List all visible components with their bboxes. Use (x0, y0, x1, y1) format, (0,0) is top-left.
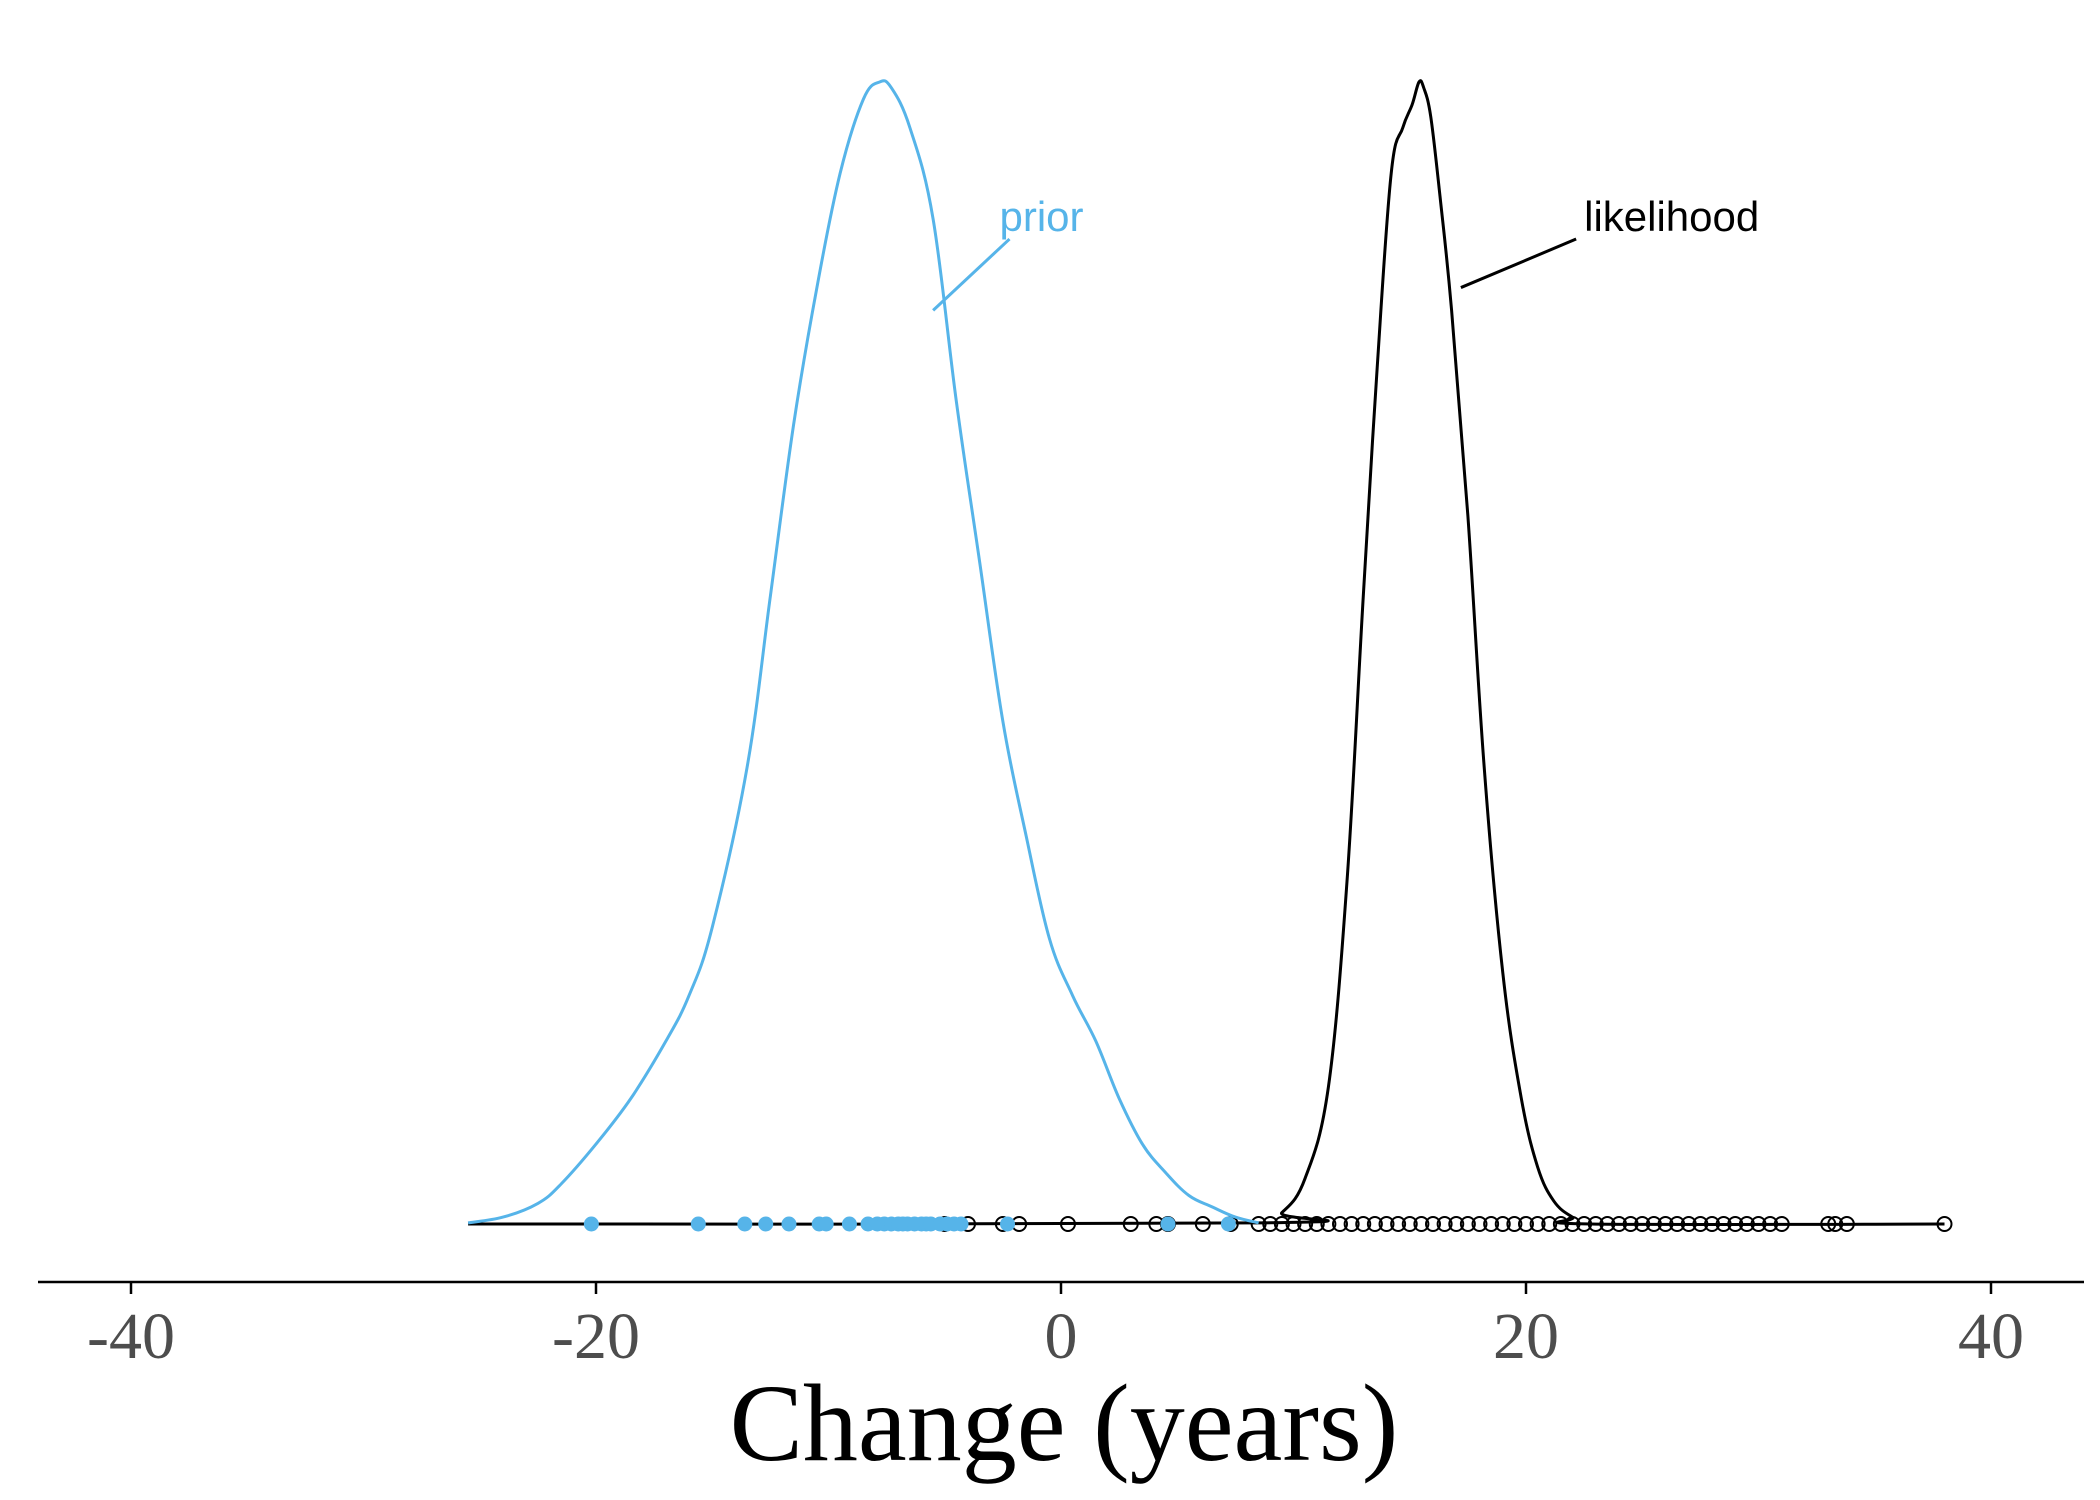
likelihood-rug-point (1390, 1216, 1407, 1232)
likelihood-rug-point (1413, 1216, 1430, 1232)
likelihood-rug-point (1332, 1216, 1348, 1232)
likelihood-rug-point (1448, 1216, 1465, 1232)
likelihood-rug-point (1518, 1216, 1534, 1232)
prior-rug-point (953, 1216, 969, 1232)
likelihood-label: likelihood (1584, 193, 1759, 240)
likelihood-rug-point (1355, 1216, 1372, 1232)
prior-label: prior (1000, 193, 1084, 240)
x-axis: -40 -20 0 20 40 (38, 1280, 2084, 1373)
likelihood-rug-point (1483, 1216, 1500, 1232)
prior-rug-point (758, 1216, 774, 1232)
likelihood-rug-point (1308, 1216, 1325, 1232)
prior-series: prior (467, 79, 1259, 1232)
prior-label-pointer (932, 237, 1011, 312)
likelihood-label-pointer (1460, 237, 1577, 289)
x-tick-label: 20 (1493, 1300, 1559, 1373)
likelihood-series: likelihood (468, 79, 1953, 1232)
likelihood-density-line (468, 79, 1945, 1227)
prior-rug-point (583, 1216, 599, 1232)
likelihood-rug-point (1378, 1216, 1395, 1232)
prior-rug-point (818, 1216, 834, 1232)
likelihood-rug-point (1541, 1216, 1558, 1232)
prior-rug-point (841, 1216, 857, 1232)
x-tick-label: 0 (1045, 1300, 1078, 1373)
series-layer: likelihood prior (467, 79, 1953, 1232)
likelihood-rug-point (1401, 1216, 1418, 1232)
likelihood-rug-point (1529, 1216, 1546, 1232)
likelihood-rug-point (1436, 1216, 1453, 1232)
likelihood-rug-point (1425, 1216, 1441, 1232)
likelihood-rug-point (1494, 1216, 1511, 1232)
x-tick-label: -20 (552, 1300, 640, 1373)
prior-rug-point (1000, 1216, 1016, 1232)
x-tick-label: 40 (1958, 1300, 2024, 1373)
likelihood-rug-point (1506, 1216, 1523, 1232)
likelihood-rug-point (1459, 1216, 1476, 1232)
likelihood-rug-point (1366, 1216, 1383, 1232)
prior-rug-point (781, 1216, 797, 1232)
prior-density-line (467, 79, 1259, 1225)
likelihood-rug-point (1320, 1216, 1337, 1232)
prior-rug-point (690, 1216, 706, 1232)
prior-rug-point (737, 1216, 753, 1232)
x-axis-title: Change (years) (730, 1362, 1399, 1484)
x-tick-label: -40 (87, 1300, 175, 1373)
prior-rug-point (1220, 1216, 1236, 1232)
prior-rug-point (1160, 1216, 1176, 1232)
likelihood-rug-point (1471, 1216, 1488, 1232)
likelihood-rug-point (1343, 1216, 1360, 1232)
